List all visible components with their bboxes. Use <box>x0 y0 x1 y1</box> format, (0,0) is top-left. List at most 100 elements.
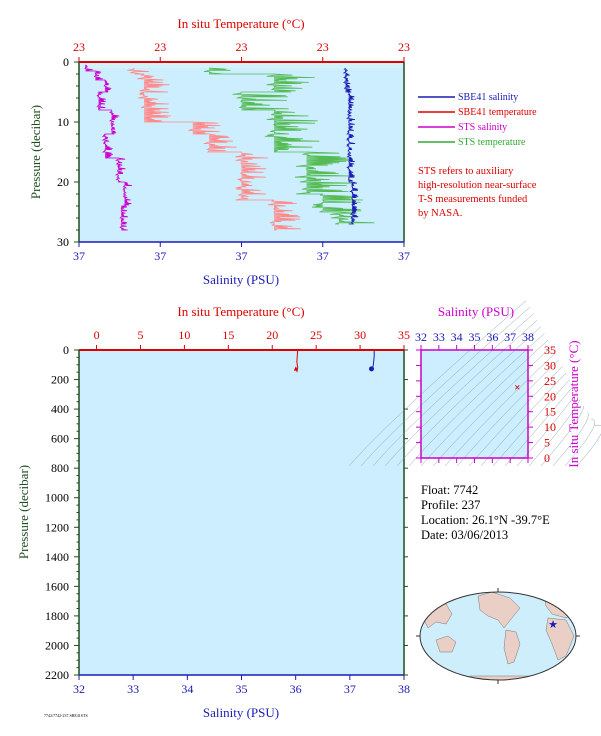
top-salinity-tick-label: 37 <box>398 249 410 263</box>
bottom-pressure-tick-label: 1400 <box>45 550 69 564</box>
australia <box>435 635 457 653</box>
ts-density-contour <box>408 333 545 467</box>
ts-point-cross <box>515 385 520 390</box>
top-temperature-tick-label: 23 <box>398 40 410 54</box>
bottom-profile-traces <box>293 349 375 373</box>
bottom-pressure-tick-label: 1600 <box>45 579 69 593</box>
top-panel: In situ Temperature (°C) 23 23 23 23 23 37 37… <box>28 16 537 287</box>
ts-salinity-tick-label: 32 <box>415 330 427 344</box>
bottom-temperature-tick-label: 25 <box>310 328 322 342</box>
north-america <box>477 592 521 629</box>
bottom-salinity-tick-label: 36 <box>290 682 302 696</box>
ts-density-contour <box>456 359 559 467</box>
float-id: Float: 7742 <box>421 483 478 497</box>
top-pressure-tick-label: 30 <box>57 235 69 249</box>
ts-salinity-tick-label: 38 <box>522 330 534 344</box>
bottom-temperature-title: In situ Temperature (°C) <box>177 304 304 319</box>
sbe41-temperature-line <box>127 67 301 231</box>
bottom-pressure-title: Pressure (decibar) <box>16 465 31 559</box>
sts-salinity-line <box>84 64 132 231</box>
bottom-temperature-tick-label: 35 <box>398 328 410 342</box>
antarctica <box>469 675 531 680</box>
footer-id: 7742/7742-237.SBE41STS <box>44 713 88 718</box>
top-legend: SBE41 salinity SBE41 temperature STS sal… <box>418 92 537 148</box>
bottom-temperature-tick-label: 0 <box>94 328 100 342</box>
ts-temperature-tick-label: 35 <box>544 343 556 357</box>
bottom-pressure-tick-label: 0 <box>63 343 69 357</box>
top-profile-traces <box>84 64 375 231</box>
bottom-salinity-ticks: 32 33 34 35 36 37 38 <box>73 675 410 696</box>
top-salinity-ticks: 37 37 37 37 37 <box>73 242 410 263</box>
ts-density-contour <box>348 300 527 467</box>
ts-density-contour <box>540 405 585 467</box>
ts-density-contour <box>480 372 567 467</box>
sts-note: STS refers to auxiliary high-resolution … <box>418 166 537 219</box>
ts-density-contour <box>396 326 541 467</box>
float-info: Float: 7742 Profile: 237 Location: 26.1°… <box>421 483 550 542</box>
bottom-plot-background <box>79 350 404 675</box>
sbe41-salinity-line <box>342 67 359 225</box>
bottom-temperature-tick-label: 10 <box>178 328 190 342</box>
map-ocean <box>420 592 576 680</box>
bottom-temperature-tick-label: 20 <box>266 328 278 342</box>
sts-note-line-1: STS refers to auxiliary <box>418 166 514 177</box>
top-pressure-ticks: 0 10 20 30 <box>57 55 79 249</box>
bottom-salinity-tick-label: 32 <box>73 682 85 696</box>
ts-salinity-tick-label: 35 <box>469 330 481 344</box>
bottom-panel: In situ Temperature (°C) 0 5 10 15 20 25 30 35 … <box>16 304 410 720</box>
top-temperature-tick-label: 23 <box>73 40 85 54</box>
ts-salinity-tick-label: 33 <box>433 330 445 344</box>
ts-density-contour <box>360 306 531 467</box>
ts-density-contour <box>492 379 570 467</box>
ts-density-contour <box>372 313 534 467</box>
top-temperature-tick-label: 23 <box>154 40 166 54</box>
bottom-salinity-tick-label: 33 <box>127 682 139 696</box>
location: Location: 26.1°N -39.7°E <box>421 513 550 527</box>
bottom-salinity-title: Salinity (PSU) <box>203 705 279 720</box>
salinity-profile-end-marker <box>369 366 374 372</box>
bottom-pressure-tick-label: 200 <box>51 373 69 387</box>
bottom-pressure-tick-label: 1200 <box>45 520 69 534</box>
ts-temperature-tick-label: 0 <box>544 451 550 465</box>
bottom-temperature-tick-label: 15 <box>222 328 234 342</box>
legend-label-sbe41-salinity: SBE41 salinity <box>458 92 518 103</box>
top-plot-surface-band <box>79 62 404 68</box>
ts-temperature-tick-label: 15 <box>544 405 556 419</box>
ts-density-contour <box>432 346 552 467</box>
ts-temperature-tick-label: 30 <box>544 358 556 372</box>
ts-salinity-ticks: 32 33 34 35 36 37 38 <box>415 330 534 463</box>
top-temperature-ticks: 23 23 23 23 23 <box>73 40 410 62</box>
top-salinity-tick-label: 37 <box>73 249 85 263</box>
ts-density-contour <box>552 412 589 467</box>
south-america <box>503 629 521 665</box>
bottom-temperature-ticks: 0 5 10 15 20 25 30 35 <box>94 328 410 350</box>
bottom-pressure-tick-label: 600 <box>51 432 69 446</box>
ts-salinity-tick-label: 37 <box>504 330 516 344</box>
bottom-salinity-tick-label: 34 <box>181 682 193 696</box>
top-temperature-title: In situ Temperature (°C) <box>177 16 304 31</box>
ts-density-contour <box>468 366 563 467</box>
ts-temperature-tick-label: 25 <box>544 374 556 388</box>
sts-note-line-3: T-S measurements funded <box>418 194 528 205</box>
profile-number: Profile: 237 <box>421 498 480 512</box>
ts-density-contour <box>516 392 577 467</box>
bottom-salinity-tick-label: 37 <box>344 682 356 696</box>
ts-density-contour <box>528 399 581 467</box>
bottom-pressure-tick-label: 800 <box>51 461 69 475</box>
top-salinity-tick-label: 37 <box>236 249 248 263</box>
bottom-pressure-tick-label: 1800 <box>45 609 69 623</box>
sts-temperature-line <box>203 67 375 225</box>
top-temperature-tick-label: 23 <box>236 40 248 54</box>
bottom-salinity-tick-label: 38 <box>398 682 410 696</box>
bottom-pressure-tick-label: 2200 <box>45 668 69 682</box>
legend-label-sts-temperature: STS temperature <box>458 137 526 148</box>
ts-temperature-title: In situ Temperature (°C) <box>566 340 581 467</box>
ts-salinity-title: Salinity (PSU) <box>438 304 514 319</box>
top-temperature-tick-label: 23 <box>317 40 329 54</box>
top-pressure-tick-label: 0 <box>63 55 69 69</box>
sts-note-line-4: by NASA. <box>418 208 462 219</box>
world-map: ★ <box>416 588 580 684</box>
ts-salinity-tick-label: 36 <box>486 330 498 344</box>
africa <box>545 617 575 661</box>
